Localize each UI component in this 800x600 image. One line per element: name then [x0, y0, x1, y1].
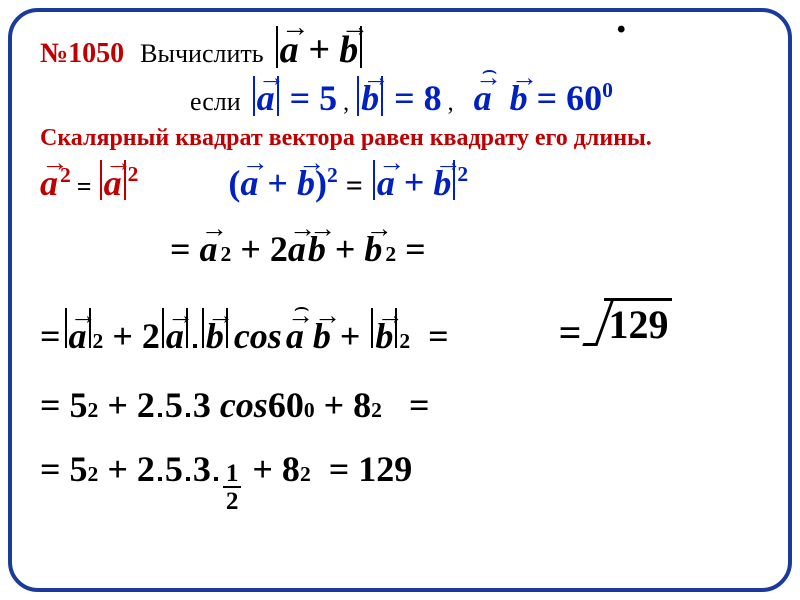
angle-ab: ⌢a b = 600: [474, 77, 613, 119]
mag-a: a = 5: [251, 76, 338, 119]
mag-b: b = 8: [355, 76, 442, 119]
verb: Вычислить: [140, 39, 263, 69]
a-sq-right: a2: [98, 160, 139, 203]
row-given: если a = 5 , b = 8 , ⌢a b = 600: [40, 76, 760, 119]
row-expansion: = a2 + 2 a b + b2 =: [170, 228, 760, 270]
eq2: =: [346, 169, 363, 203]
cond: если: [190, 87, 241, 117]
result-129: = 129: [329, 448, 413, 490]
problem-number: №1050: [40, 38, 124, 70]
row-numeric-60: = 52 + 253 cos600 + 82 =: [40, 384, 760, 426]
row-cos: = a2 + 2ab cos ⌢a b + b2 = = 129: [40, 300, 760, 358]
ab-sq-left: (a + b)2: [228, 162, 337, 204]
slide-frame: №1050 Вычислить a + b если a = 5 , b = 8…: [8, 8, 792, 592]
row-numeric-half: = 52 + 253 12 + 82 = 129: [40, 448, 760, 516]
comma1: ,: [343, 90, 349, 117]
sqrt-129: 129: [591, 298, 672, 348]
eq1: =: [77, 172, 92, 202]
row-problem: №1050 Вычислить a + b: [40, 26, 760, 72]
a-sq-left: a2: [40, 162, 71, 204]
fraction-half: 12: [223, 461, 242, 516]
comma2: ,: [448, 90, 454, 117]
row-identities: a2 = a2 (a + b)2 = a + b2: [40, 160, 760, 203]
ab-sq-right: a + b2: [371, 160, 468, 203]
expr-ab-mag: a + b: [274, 26, 365, 72]
